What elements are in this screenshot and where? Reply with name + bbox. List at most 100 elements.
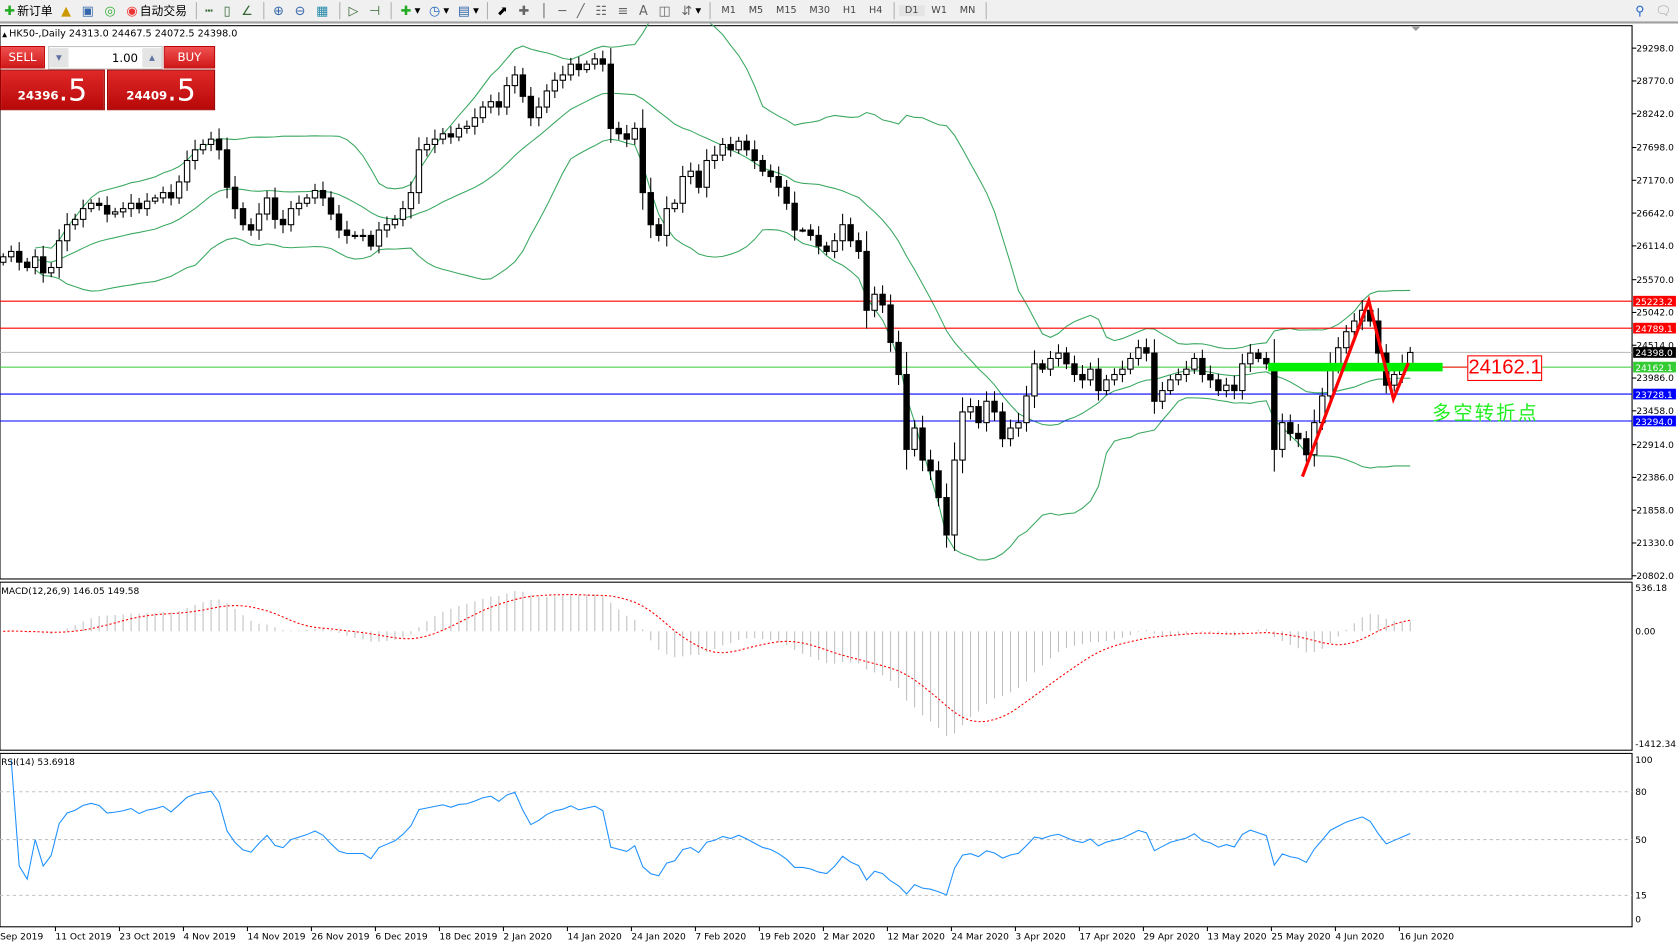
decrease-lot-button[interactable]: ▼ — [49, 48, 69, 68]
bullish-candle-body — [1391, 373, 1398, 386]
bearish-candle-body — [639, 127, 646, 194]
zoom-out-button[interactable]: ⊖ — [290, 1, 311, 20]
zigzag-trend-arrow — [1300, 295, 1410, 478]
bearish-candle-body — [231, 186, 239, 210]
text-label-button[interactable]: ◫ — [654, 1, 677, 20]
tile-windows-button[interactable]: ▦ — [312, 1, 335, 20]
bullish-candle-body — [7, 250, 15, 258]
candle — [719, 137, 726, 161]
candle — [615, 121, 622, 140]
candle — [327, 191, 335, 221]
bullish-candle-body — [1135, 347, 1142, 360]
timeframe-m15[interactable]: M15 — [776, 5, 797, 17]
buy-price[interactable]: 24409.5 — [107, 69, 216, 111]
horizontal-line-button[interactable]: ─ — [554, 1, 572, 20]
line-chart-button[interactable]: ∠ — [237, 1, 259, 20]
timeframe-h4[interactable]: H4 — [869, 5, 883, 17]
candle — [879, 285, 886, 314]
auto-trading-button[interactable]: ◉ 自动交易 — [122, 1, 191, 20]
candle — [415, 137, 423, 204]
candle — [663, 196, 670, 247]
cursor-button[interactable]: ⬈ — [493, 1, 514, 20]
sell-price-fraction: .5 — [58, 72, 88, 109]
candle — [647, 177, 654, 239]
candle — [543, 84, 551, 114]
candle — [87, 199, 95, 213]
trendline-button[interactable]: ╱ — [573, 1, 591, 20]
date-label: 7 Feb 2020 — [695, 933, 746, 943]
timeframe-m5[interactable]: M5 — [748, 5, 764, 17]
separator — [338, 2, 340, 20]
timeframe-mn[interactable]: MN — [959, 5, 976, 17]
arrows-button[interactable]: ⇵ ▼ — [677, 1, 705, 20]
indicators-button[interactable]: ✚ ▼ — [396, 1, 424, 20]
date-label: 2 Mar 2020 — [823, 933, 875, 943]
bullish-candle-body — [1015, 422, 1022, 429]
channel-button[interactable]: ☷ — [591, 1, 613, 20]
history-center-button[interactable]: ▲ — [57, 1, 78, 20]
new-order-label: 新订单 — [17, 4, 53, 19]
turning-point-caption[interactable]: 多空转折点 — [1431, 402, 1539, 425]
level-annotation-box[interactable]: 24162.1 — [1467, 355, 1543, 381]
candle — [15, 242, 23, 271]
bar-chart-button[interactable]: ┅ — [201, 1, 219, 20]
date-label: 12 Mar 2020 — [887, 933, 945, 943]
bullish-candle-body — [79, 208, 87, 220]
bullish-candle-body — [503, 85, 511, 108]
bearish-candle-body — [607, 63, 614, 129]
timeframe-w1[interactable]: W1 — [931, 5, 947, 17]
candle — [1103, 374, 1110, 396]
price-level-tag: 23294.0 — [1633, 415, 1676, 428]
bullish-candle-body — [31, 256, 39, 269]
candle — [655, 217, 662, 242]
chat-button[interactable]: 🗨 — [1651, 1, 1678, 20]
vertical-line-button[interactable]: │ — [536, 1, 554, 20]
signal-button[interactable]: ◎ — [100, 1, 122, 20]
buy-button[interactable]: BUY — [163, 46, 216, 69]
candle — [727, 136, 734, 157]
date-label: 26 Nov 2019 — [311, 933, 369, 943]
candlestick-button[interactable]: ▯ — [219, 1, 237, 20]
candle — [639, 109, 646, 210]
bullish-candle-body — [1175, 373, 1182, 381]
candle — [1215, 373, 1222, 397]
sell-button[interactable]: SELL — [0, 46, 45, 69]
timeframe-m30[interactable]: M30 — [809, 5, 830, 17]
candle — [1007, 419, 1014, 447]
periods-button[interactable]: ◷ ▼ — [425, 1, 454, 20]
crosshair-button[interactable]: ✚ — [514, 1, 535, 20]
zoom-in-button[interactable]: ⊕ — [269, 1, 290, 20]
bullish-candle-body — [0, 256, 7, 263]
candle — [1295, 423, 1302, 448]
price-tick-label: 23986.0 — [1636, 374, 1674, 384]
candle — [799, 227, 806, 233]
candle — [1391, 367, 1398, 392]
text-button[interactable]: A — [635, 1, 654, 20]
candle — [735, 136, 742, 154]
data-window-button[interactable]: ▣ — [77, 1, 100, 20]
candle — [895, 330, 902, 385]
candle — [1063, 347, 1070, 370]
bullish-candle-body — [1247, 352, 1254, 365]
bullish-candle-body — [423, 143, 431, 151]
search-button[interactable]: ⚲ — [1631, 1, 1651, 20]
increase-lot-button[interactable]: ▲ — [142, 48, 162, 68]
templates-button[interactable]: ▤ ▼ — [453, 1, 483, 20]
timeframe-m1[interactable]: M1 — [721, 5, 736, 17]
bearish-candle-body — [775, 175, 782, 188]
chart-shift-button[interactable]: ⊣ — [365, 1, 387, 20]
timeframe-h1[interactable]: H1 — [842, 5, 857, 17]
auto-scroll-button[interactable]: ▷ — [344, 1, 365, 20]
fibonacci-button[interactable]: ≡ — [613, 1, 634, 20]
new-order-button[interactable]: ✚ 新订单 — [0, 1, 57, 20]
candle — [463, 120, 471, 134]
lot-size-stepper[interactable]: ▼ 1.00 ▲ — [48, 46, 163, 70]
sell-price[interactable]: 24396.5 — [0, 69, 105, 111]
date-label: 17 Apr 2020 — [1079, 933, 1135, 943]
candle — [591, 52, 599, 70]
timeframe-d1[interactable]: D1 — [898, 5, 925, 17]
bullish-candle-body — [1407, 351, 1414, 365]
candle — [631, 122, 638, 145]
lot-size-input[interactable]: 1.00 — [111, 50, 139, 65]
